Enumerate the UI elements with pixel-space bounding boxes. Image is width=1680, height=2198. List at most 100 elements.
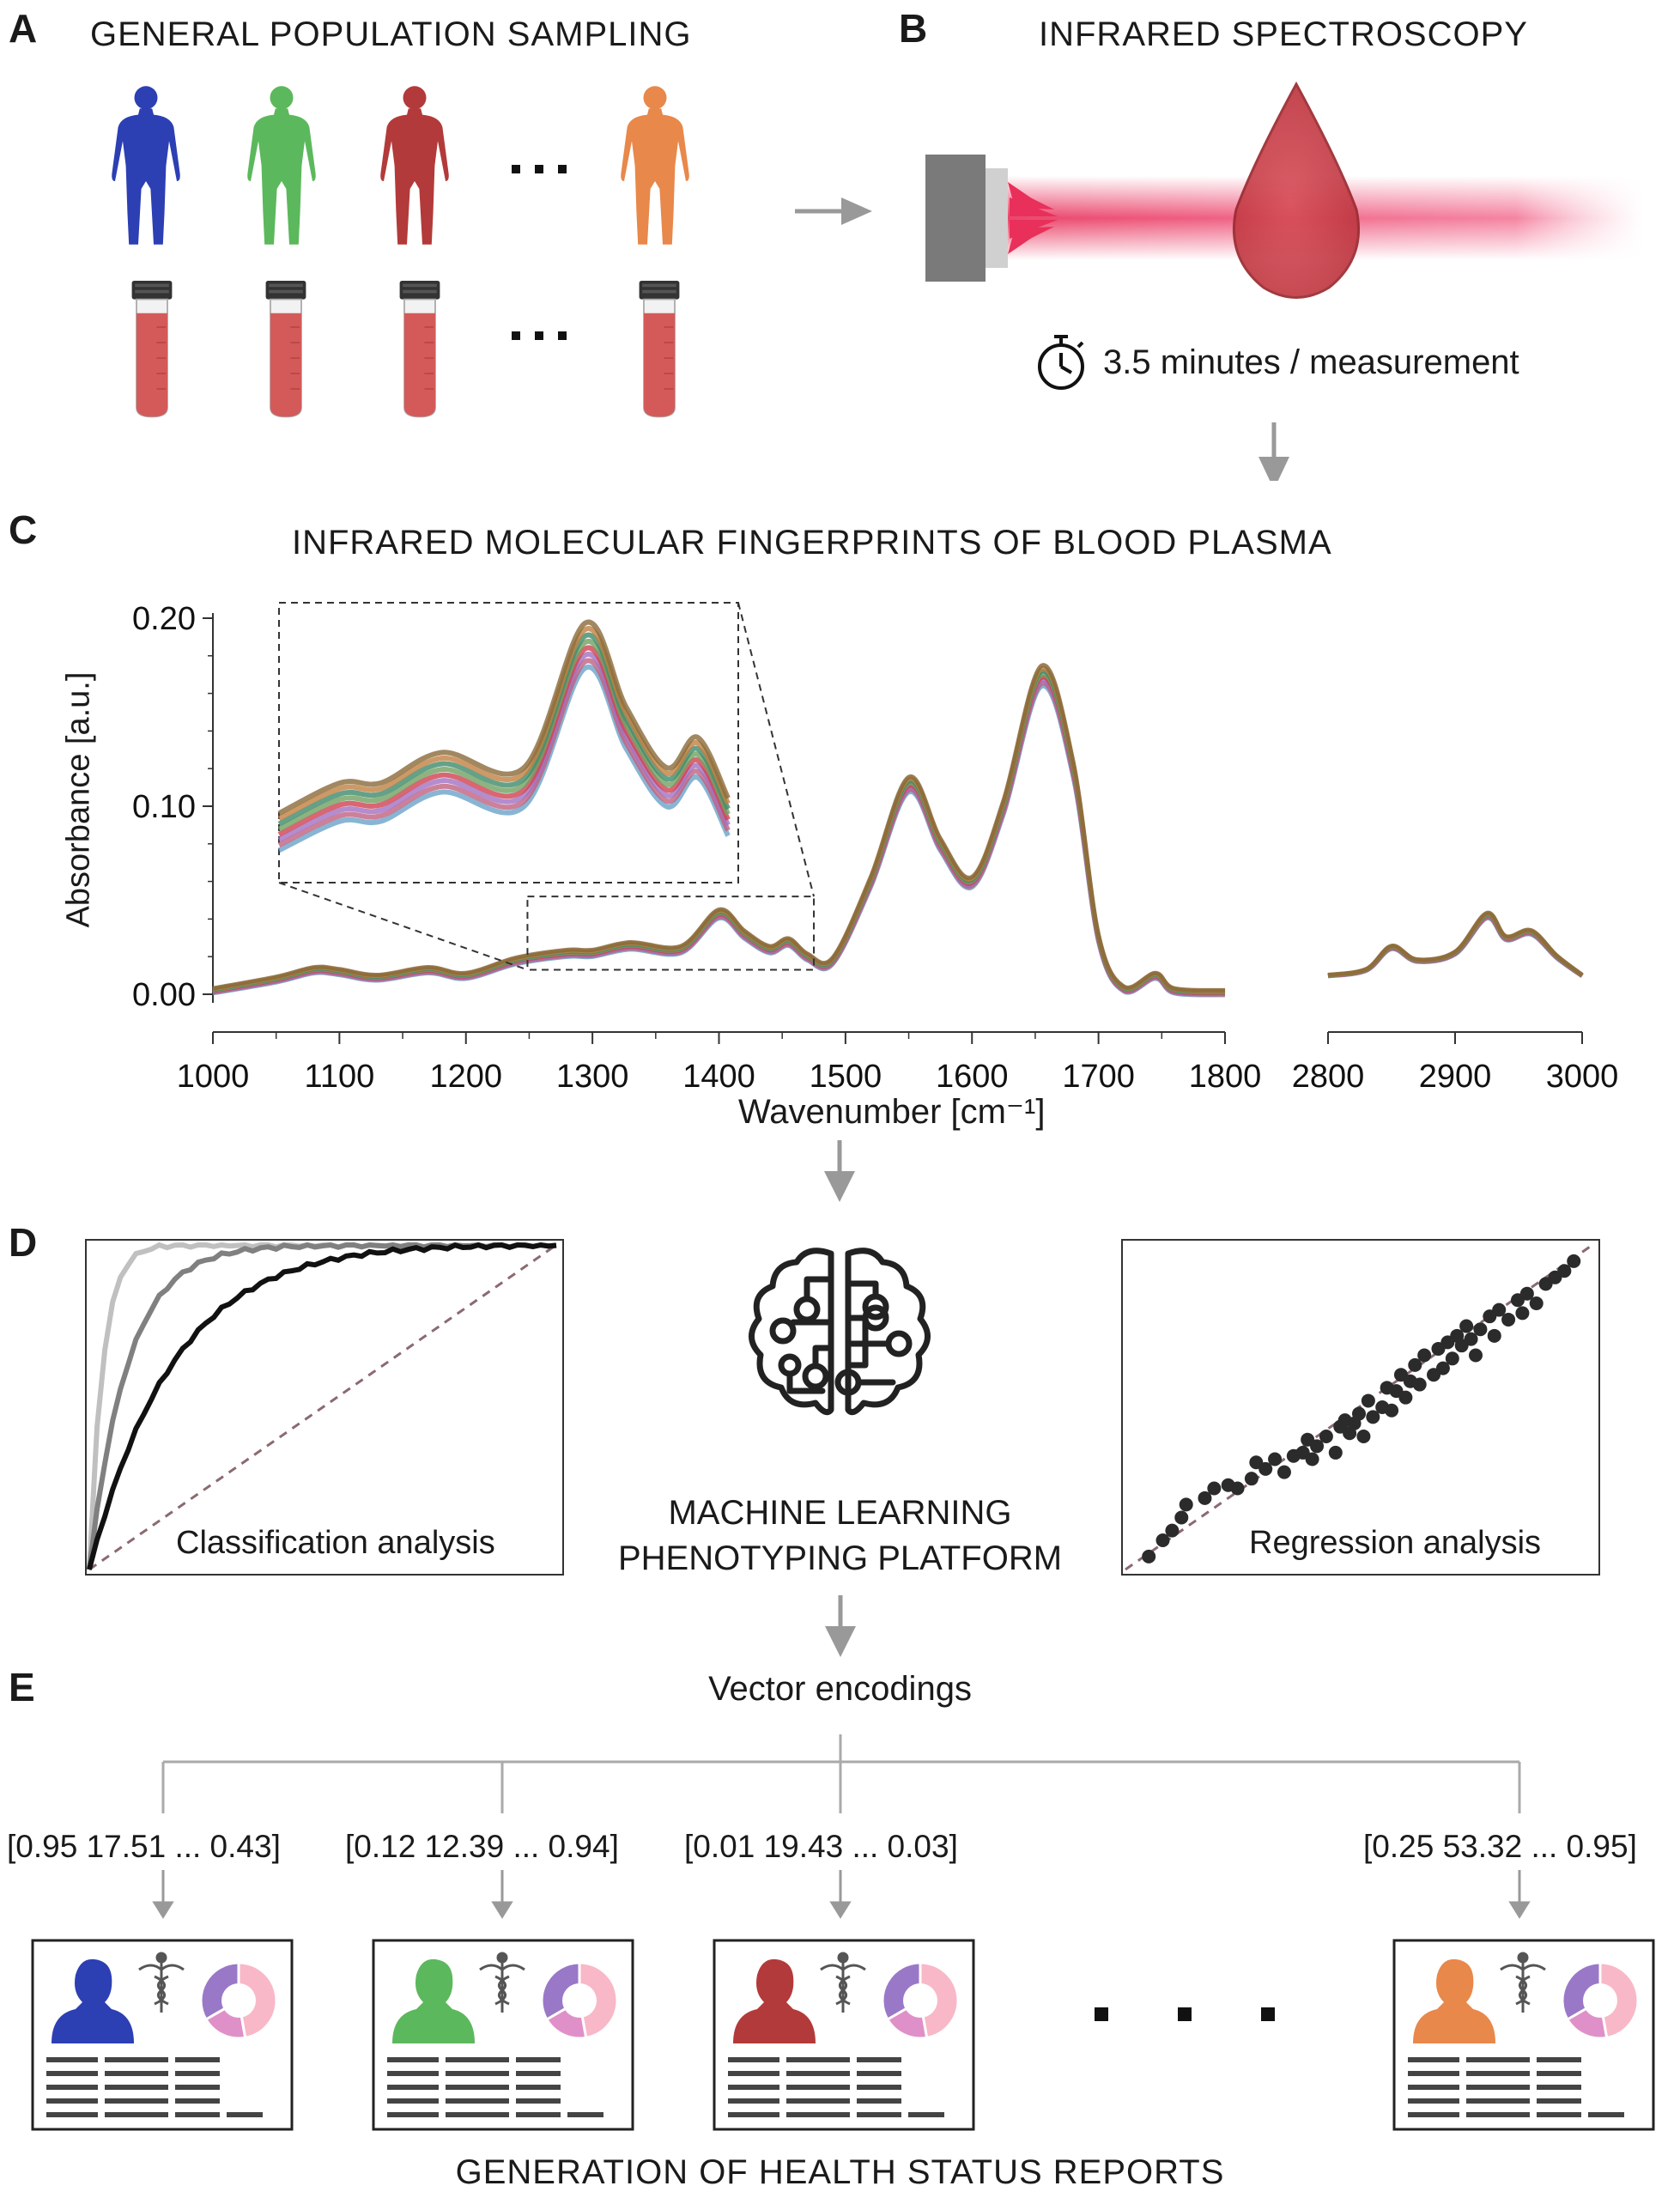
regression-point bbox=[1356, 1430, 1371, 1444]
health-reports-title: GENERATION OF HEALTH STATUS REPORTS bbox=[455, 2153, 1225, 2191]
regression-point bbox=[1277, 1465, 1291, 1479]
regression-point bbox=[1501, 1312, 1516, 1327]
regression-point bbox=[1244, 1472, 1258, 1486]
arrow-down-icon bbox=[825, 1595, 856, 1657]
y-axis-label: Absorbance [a.u.] bbox=[60, 671, 97, 928]
x-tick-label: 1500 bbox=[810, 1059, 882, 1095]
regression-point bbox=[1207, 1481, 1222, 1496]
inset-connector bbox=[278, 882, 528, 971]
report-text-line bbox=[1408, 2085, 1459, 2090]
x-tick-label: 2900 bbox=[1419, 1059, 1492, 1095]
report-text-line bbox=[387, 2057, 439, 2062]
report-text-line bbox=[1408, 2098, 1459, 2104]
report-text-line bbox=[516, 2057, 561, 2062]
regression-point bbox=[1469, 1348, 1483, 1363]
ellipsis-dots-upper bbox=[512, 165, 567, 173]
report-text-line bbox=[1537, 2112, 1581, 2117]
regression-point bbox=[1305, 1452, 1319, 1466]
blood-drop-icon bbox=[1232, 81, 1361, 299]
report-text-line bbox=[446, 2085, 509, 2090]
y-tick-label: 0.10 bbox=[132, 789, 196, 825]
report-text-line bbox=[1466, 2057, 1530, 2062]
person-bust-icon bbox=[1413, 1958, 1495, 2043]
human-figure-blue-icon bbox=[112, 86, 180, 245]
donut-hole bbox=[562, 1983, 597, 2018]
report-text-line bbox=[1537, 2071, 1581, 2076]
report-text-line bbox=[728, 2112, 779, 2117]
report-text-line bbox=[105, 2071, 168, 2076]
report-text-line bbox=[446, 2112, 509, 2117]
report-text-line bbox=[387, 2085, 439, 2090]
report-text-line bbox=[46, 2071, 98, 2076]
report-text-line bbox=[786, 2098, 850, 2104]
report-text-line bbox=[175, 2071, 220, 2076]
report-text-line bbox=[46, 2057, 98, 2062]
report-text-line bbox=[786, 2085, 850, 2090]
spectrum-chart: 0.00 0.10 0.20 1000 1100 1200 1300 1400 1500 1600… bbox=[132, 601, 1619, 1095]
regression-point bbox=[1352, 1406, 1366, 1421]
regression-point bbox=[1567, 1254, 1581, 1268]
report-text-line bbox=[446, 2057, 509, 2062]
regression-point bbox=[1230, 1481, 1245, 1496]
roc-diagonal bbox=[88, 1243, 557, 1571]
report-text-line bbox=[1466, 2112, 1530, 2117]
person-bust-icon bbox=[733, 1958, 816, 2043]
report-text-line bbox=[1408, 2071, 1459, 2076]
tree-connector bbox=[161, 1734, 1521, 1813]
health-report-card bbox=[713, 1939, 975, 2131]
person-bust-icon bbox=[392, 1958, 475, 2043]
report-text-line bbox=[175, 2112, 220, 2117]
classification-label: Classification analysis bbox=[176, 1525, 495, 1561]
regression-point bbox=[1408, 1357, 1422, 1372]
y-tick-label: 0.00 bbox=[132, 977, 196, 1013]
caduceus-icon bbox=[820, 1952, 866, 2013]
report-text-line bbox=[175, 2098, 220, 2104]
person-bust-icon bbox=[52, 1958, 134, 2043]
report-text-line bbox=[446, 2071, 509, 2076]
regression-point bbox=[1529, 1296, 1544, 1311]
report-text-line bbox=[786, 2057, 850, 2062]
x-tick-label: 1400 bbox=[682, 1059, 755, 1095]
x-tick-label: 1800 bbox=[1189, 1059, 1262, 1095]
human-figure-green-icon bbox=[247, 86, 316, 245]
regression-point bbox=[1412, 1377, 1427, 1392]
regression-point bbox=[1165, 1523, 1180, 1538]
x-tick-label: 1100 bbox=[305, 1059, 375, 1095]
donut-chart-icon bbox=[881, 1961, 960, 2040]
regression-point bbox=[1492, 1302, 1507, 1317]
health-report-card bbox=[1392, 1939, 1655, 2131]
panel-b-letter: B bbox=[899, 6, 928, 51]
panel-c-title: INFRARED MOLECULAR FINGERPRINTS OF BLOOD… bbox=[292, 524, 1332, 562]
report-text-line bbox=[1408, 2057, 1459, 2062]
report-text-line bbox=[46, 2112, 98, 2117]
regression-point bbox=[1179, 1497, 1193, 1512]
caduceus-icon bbox=[138, 1952, 185, 2013]
arrows-and-brain bbox=[749, 1140, 931, 1416]
donut-segment bbox=[578, 1961, 619, 2040]
donut-segment bbox=[1598, 1961, 1640, 2040]
report-text-line bbox=[1466, 2098, 1530, 2104]
ellipsis-square bbox=[1178, 2007, 1192, 2021]
report-text-line bbox=[46, 2098, 98, 2104]
report-text-line bbox=[728, 2071, 779, 2076]
x-axis-label: Wavenumber [cm⁻¹] bbox=[738, 1093, 1046, 1131]
report-text-line bbox=[728, 2085, 779, 2090]
roc-curve bbox=[87, 1242, 557, 1570]
brain-circuit-icon bbox=[749, 1248, 931, 1416]
regression-point bbox=[1435, 1361, 1450, 1375]
caduceus-icon bbox=[479, 1952, 525, 2013]
regression-point bbox=[1459, 1319, 1474, 1333]
caduceus-icon bbox=[1500, 1952, 1546, 2013]
regression-point bbox=[1473, 1322, 1488, 1337]
panel-a-letter: A bbox=[9, 6, 38, 51]
report-text-line bbox=[857, 2112, 901, 2117]
regression-point bbox=[1515, 1306, 1530, 1321]
x-tick-label: 3000 bbox=[1546, 1059, 1619, 1095]
panel-a-title: GENERAL POPULATION SAMPLING bbox=[90, 15, 692, 53]
donut-hole bbox=[903, 1983, 937, 2018]
x-tick-label: 2800 bbox=[1292, 1059, 1365, 1095]
regression-point bbox=[1142, 1549, 1156, 1563]
report-text-line bbox=[728, 2057, 779, 2062]
human-figure-orange-icon bbox=[621, 86, 689, 245]
human-figure-red-icon bbox=[380, 86, 449, 245]
